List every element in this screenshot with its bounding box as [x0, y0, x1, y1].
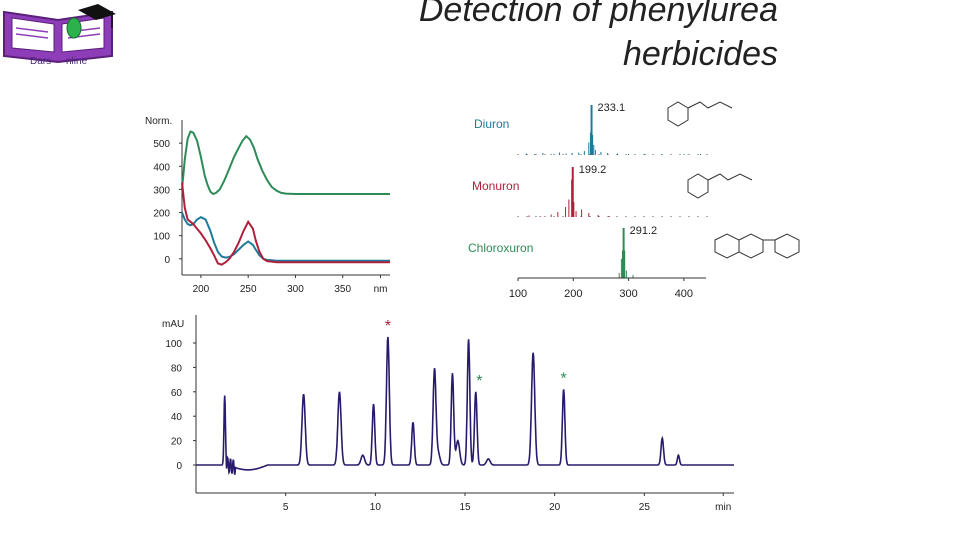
- uv-series-line-2: [181, 182, 390, 266]
- uv-y-label: Norm.: [145, 116, 172, 127]
- uv-x-tick-label: 350: [334, 284, 351, 295]
- mass-spectra-chart: Diuron 233.1 Monuron 199.2 Chloroxuron 291.2 1…: [468, 101, 800, 300]
- chrom-y-tick-label: 60: [171, 388, 183, 399]
- uv-x-tick-label: nm: [374, 284, 388, 295]
- chromatogram-chart: mAU 100 80 60 40 20 0 5 10 15 20 25 min * * *: [162, 315, 734, 513]
- chrom-x-tick-label: 5: [283, 502, 289, 513]
- chrom-y-tick-label: 100: [165, 339, 182, 350]
- uv-y-tick-label: 100: [153, 232, 170, 243]
- chrom-peak-marker: *: [561, 370, 567, 387]
- logo-text-right: nline: [66, 56, 88, 67]
- uv-y-tick-label: 200: [153, 209, 170, 220]
- page-title: Detection of phenylurea herbicides: [318, 0, 778, 76]
- chrom-y-label: mAU: [162, 319, 184, 330]
- ms-x-tick-label: 200: [564, 288, 582, 300]
- chrom-y-tick-label: 0: [176, 461, 182, 472]
- mouse-icon: [66, 17, 82, 39]
- ms-structure-icon: [687, 173, 753, 199]
- chrom-x-tick-label: 15: [459, 502, 471, 513]
- title-line-2: herbicides: [623, 35, 778, 73]
- chrom-peak-marker: *: [385, 318, 391, 335]
- chrom-y-tick-label: 80: [171, 363, 183, 374]
- ms-x-tick-label: 100: [509, 288, 527, 300]
- chrom-trace-line: [196, 336, 734, 476]
- chrom-y-tick-label: 20: [171, 437, 183, 448]
- chrom-x-tick-label: 20: [549, 502, 561, 513]
- title-line-1: Detection of phenylurea: [418, 0, 778, 29]
- chrom-y-tick-label: 40: [171, 412, 183, 423]
- ms-structure-icon: [714, 233, 800, 259]
- ms-compound-label: Diuron: [474, 117, 509, 131]
- uv-y-tick-label: 300: [153, 185, 170, 196]
- ms-peak-label: 291.2: [630, 225, 658, 237]
- chrom-x-tick-label: 10: [370, 502, 382, 513]
- chrom-x-tick-label: 25: [639, 502, 651, 513]
- ms-x-tick-label: 400: [675, 288, 693, 300]
- chrom-peak-marker: *: [476, 373, 482, 390]
- ms-peak-label: 199.2: [579, 164, 607, 176]
- uv-x-tick-label: 300: [287, 284, 304, 295]
- uv-series-line-1: [181, 212, 390, 262]
- uv-y-tick-label: 500: [153, 139, 170, 150]
- chrom-x-tick-label: min: [715, 502, 731, 513]
- ms-peak-label: 233.1: [598, 102, 626, 114]
- ms-compound-label: Monuron: [472, 179, 519, 193]
- logo-text-left: Dars: [30, 56, 52, 67]
- uv-y-tick-label: 0: [164, 255, 170, 266]
- uv-y-tick-label: 400: [153, 162, 170, 173]
- uv-spectra-chart: Norm. 500 400 300 200 100 0 200 250 300 350 nm: [145, 116, 390, 295]
- uv-x-tick-label: 250: [240, 284, 257, 295]
- logo: [3, 4, 116, 64]
- uv-x-tick-label: 200: [193, 284, 210, 295]
- graduation-cap-icon: [78, 4, 116, 20]
- ms-x-tick-label: 300: [619, 288, 637, 300]
- ms-compound-label: Chloroxuron: [468, 241, 533, 255]
- uv-series-line-0: [181, 130, 390, 196]
- ms-structure-icon: [667, 101, 733, 127]
